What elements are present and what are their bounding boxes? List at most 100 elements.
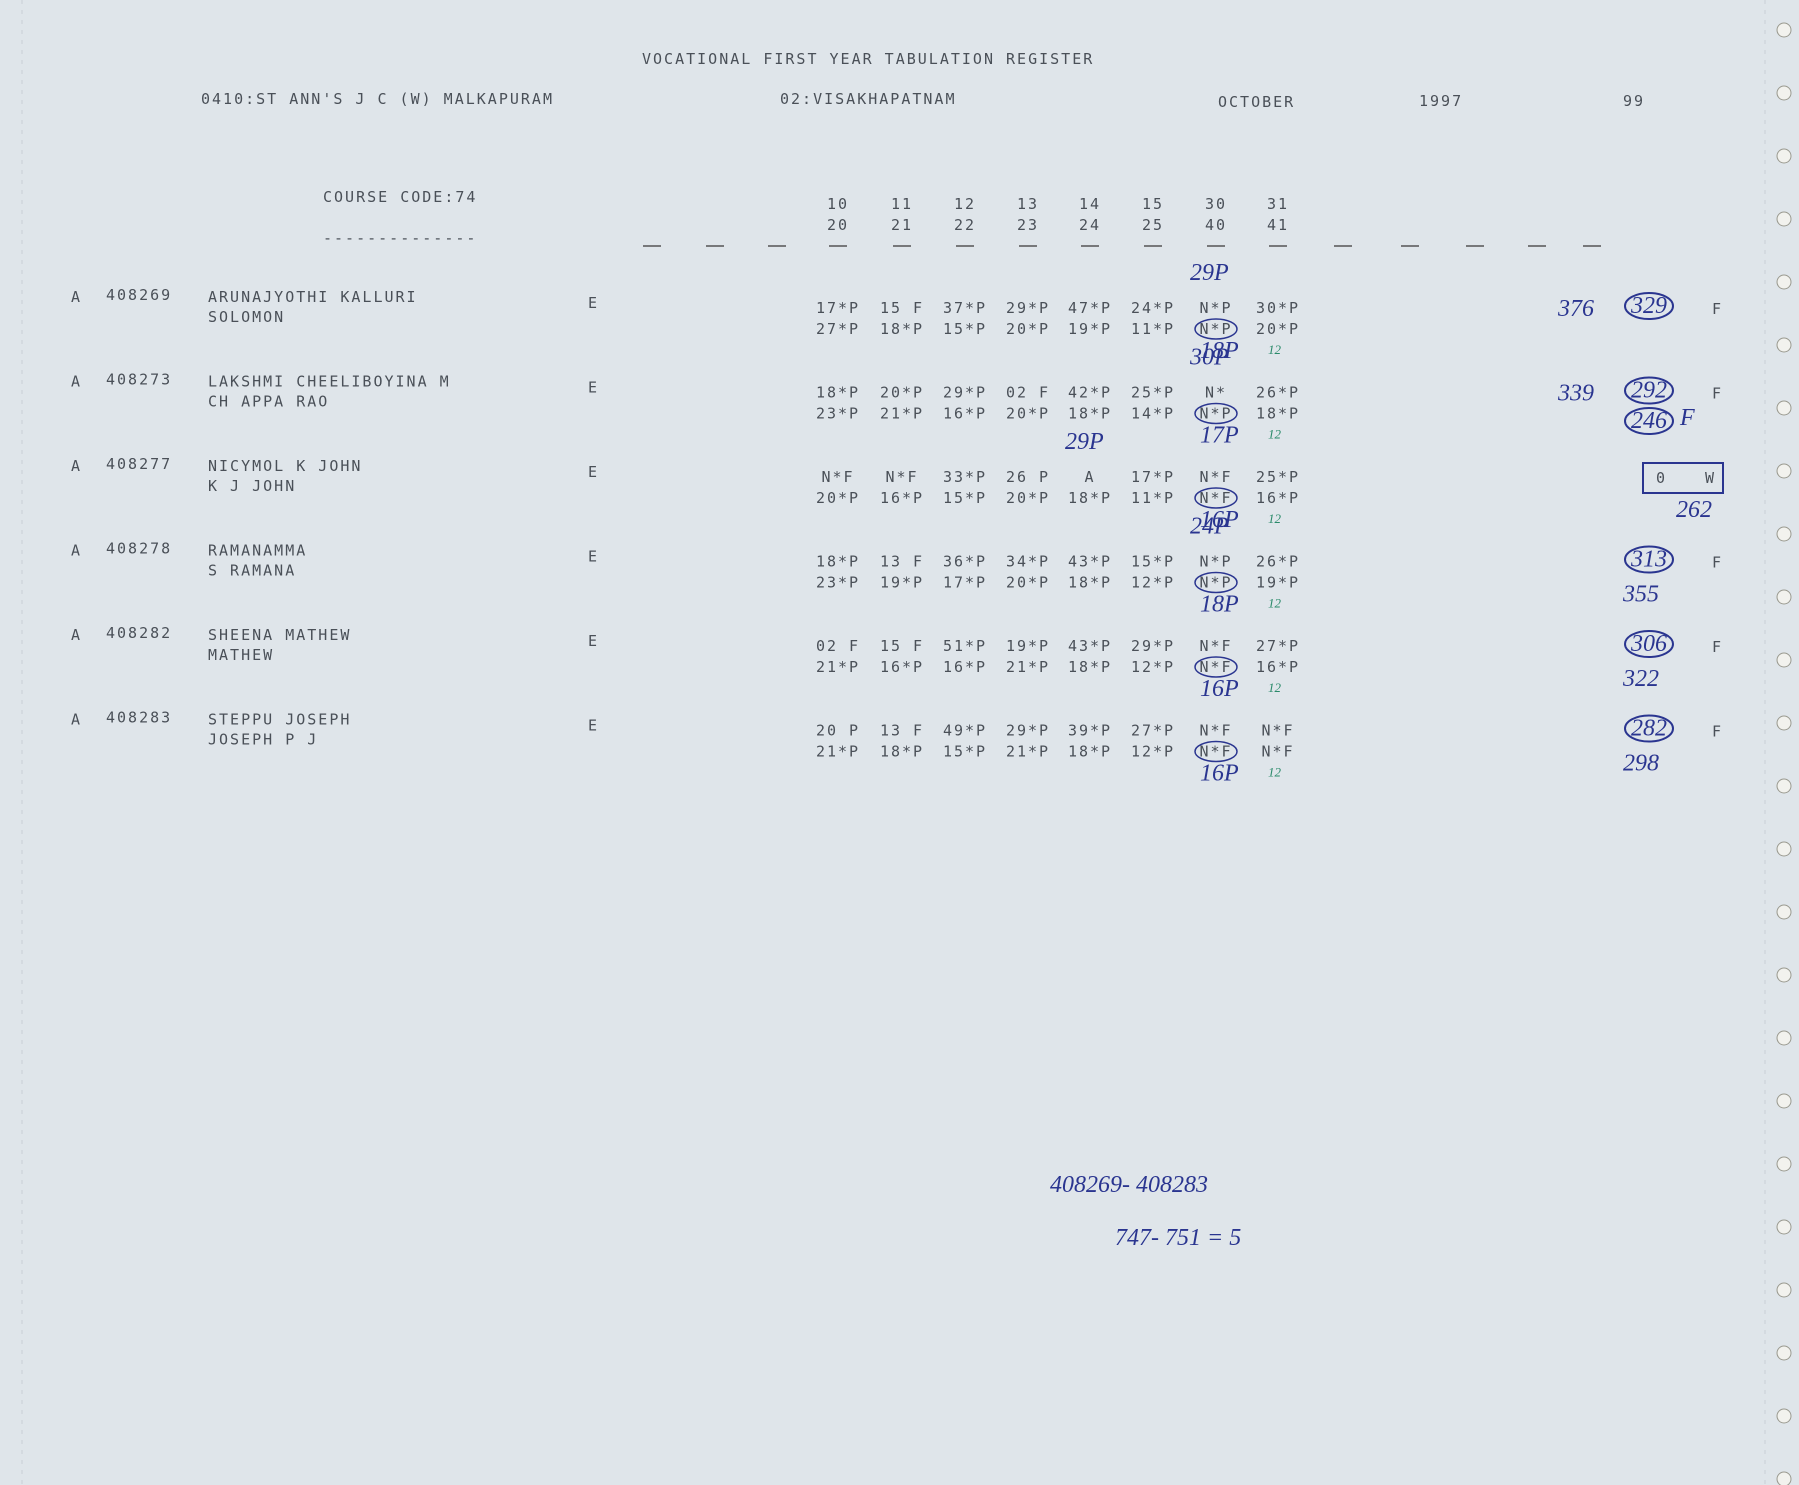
handwritten-note: 29P — [1190, 260, 1229, 286]
mark: N*P — [1199, 405, 1232, 423]
mark: 33*P — [943, 468, 987, 486]
student-name: LAKSHMI CHEELIBOYINA M — [208, 373, 451, 391]
total-circle — [1624, 630, 1674, 658]
grace-note: 12 — [1268, 342, 1282, 357]
column-code: 12 — [954, 195, 976, 213]
group: A — [71, 626, 82, 644]
year: 1997 — [1419, 92, 1463, 110]
mark: 20*P — [816, 489, 860, 507]
column-code: 11 — [891, 195, 913, 213]
sprocket-hole — [1776, 1471, 1792, 1485]
total-circle — [1624, 714, 1674, 743]
sprocket-hole — [1776, 1408, 1792, 1424]
mark: 21*P — [816, 658, 860, 676]
student-name: SHEENA MATHEW — [208, 626, 351, 644]
college: 0410:ST ANN'S J C (W) MALKAPURAM — [201, 90, 554, 108]
box-marks: 0 — [1656, 469, 1667, 487]
sprocket-hole — [1776, 1093, 1792, 1109]
sprocket-hole — [1776, 526, 1792, 542]
mark: 19*P — [880, 574, 924, 592]
mark: 16*P — [1256, 489, 1300, 507]
column-code: 24 — [1079, 216, 1101, 234]
mark: 16*P — [943, 658, 987, 676]
handwritten-note: 17P — [1200, 423, 1239, 449]
mark: N*F — [821, 468, 854, 486]
mark: A — [1084, 468, 1095, 486]
course-code: COURSE CODE:74 — [323, 188, 477, 206]
box — [1642, 462, 1724, 494]
mark: N*P — [1199, 320, 1232, 338]
mark: 15*P — [943, 743, 987, 761]
mark: 15*P — [943, 320, 987, 338]
mark: N*F — [1199, 468, 1232, 486]
medium: E — [588, 632, 599, 650]
mark: 18*P — [816, 553, 860, 571]
mark: 16*P — [880, 489, 924, 507]
circle-mark — [1194, 318, 1238, 340]
sprocket-hole — [1776, 967, 1792, 983]
footer-note: 408269- 408283 — [1050, 1172, 1208, 1198]
group: A — [71, 288, 82, 306]
mark: 20*P — [1006, 320, 1050, 338]
result: F — [1712, 638, 1723, 656]
sprocket-hole — [1776, 1156, 1792, 1172]
mark: 20*P — [1006, 574, 1050, 592]
circle-mark — [1194, 402, 1238, 425]
mark: 12*P — [1131, 658, 1175, 676]
mark: 21*P — [1006, 658, 1050, 676]
group: A — [71, 457, 82, 475]
circled-total: 329 — [1630, 293, 1667, 319]
mark: N*F — [1261, 743, 1294, 761]
sprocket-hole — [1776, 400, 1792, 416]
mark: 20*P — [1006, 489, 1050, 507]
total-circle — [1624, 545, 1674, 574]
mark: 21*P — [816, 743, 860, 761]
mark: 24*P — [1131, 299, 1175, 317]
mark: 26 P — [1006, 468, 1050, 486]
mark: 51*P — [943, 637, 987, 655]
mark: 18*P — [880, 320, 924, 338]
sprocket-hole — [1776, 148, 1792, 164]
sprocket-hole — [1776, 1030, 1792, 1046]
total-circle — [1624, 292, 1674, 320]
hall-ticket: 408282 — [106, 624, 172, 642]
column-code: 20 — [827, 216, 849, 234]
handwritten-note: 30P — [1189, 345, 1229, 371]
mark: 11*P — [1131, 320, 1175, 338]
mark: 47*P — [1068, 299, 1112, 317]
parent-name: S RAMANA — [208, 562, 296, 580]
mark: N*F — [1199, 489, 1232, 507]
parent-name: MATHEW — [208, 646, 274, 664]
grace-note: 12 — [1268, 427, 1282, 442]
handwritten-note: 16P — [1200, 676, 1239, 702]
parent-name: JOSEPH P J — [208, 731, 318, 749]
total-circle — [1624, 376, 1674, 405]
page-number: 99 — [1623, 92, 1645, 110]
mark: N* — [1205, 384, 1227, 402]
mark: 27*P — [1131, 722, 1175, 740]
mark: 16*P — [1256, 658, 1300, 676]
mark: 20 P — [816, 722, 860, 740]
result: F — [1712, 723, 1723, 741]
mark: 02 F — [1006, 384, 1050, 402]
sprocket-hole — [1776, 715, 1792, 731]
sprocket-hole — [1776, 1219, 1792, 1235]
mark: 18*P — [880, 743, 924, 761]
total-circle — [1624, 407, 1674, 435]
mark: 17*P — [943, 574, 987, 592]
mark: 18*P — [816, 384, 860, 402]
circle-mark — [1194, 487, 1238, 509]
result: F — [1712, 554, 1723, 572]
handwritten-note: 18P — [1200, 338, 1239, 364]
title: VOCATIONAL FIRST YEAR TABULATION REGISTE… — [642, 50, 1094, 68]
column-code: 25 — [1142, 216, 1164, 234]
mark: 18*P — [1068, 658, 1112, 676]
student-name: ARUNAJYOTHI KALLURI — [208, 288, 418, 306]
mark: 15 F — [880, 299, 924, 317]
student-name: NICYMOL K JOHN — [208, 457, 362, 475]
mark: 29*P — [1131, 637, 1175, 655]
circled-total: 306 — [1630, 631, 1667, 657]
circled-total: 292 — [1631, 378, 1667, 404]
box-result: W — [1705, 469, 1716, 487]
